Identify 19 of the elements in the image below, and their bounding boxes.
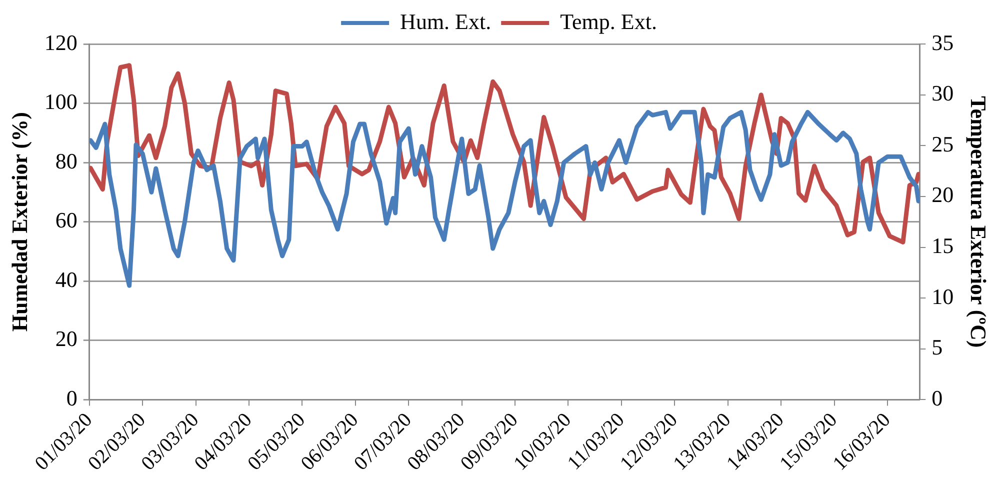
- legend-label: Hum. Ext.: [400, 8, 492, 34]
- legend-label: Temp. Ext.: [560, 8, 657, 34]
- y2-axis-title: Temperatura Exterior (ºC): [966, 96, 992, 348]
- y-tick-label: 100: [44, 89, 78, 114]
- y2-tick-label: 30: [932, 80, 954, 106]
- y-tick-label: 40: [55, 266, 78, 292]
- y-tick-label: 60: [55, 208, 78, 233]
- y2-tick-label: 35: [932, 30, 954, 55]
- y-axis-title: Humedad Exterior (%): [6, 112, 32, 332]
- y2-tick-label: 5: [932, 334, 943, 360]
- y-tick-label: 120: [44, 30, 78, 55]
- y-tick-label: 80: [55, 148, 78, 174]
- y2-tick-label: 10: [932, 284, 954, 309]
- y-tick-label: 20: [55, 326, 78, 352]
- y-tick-label: 0: [66, 386, 78, 411]
- y2-tick-label: 15: [932, 233, 954, 258]
- y2-tick-label: 0: [932, 386, 943, 411]
- y2-tick-label: 25: [932, 131, 954, 156]
- y2-tick-label: 20: [932, 182, 954, 208]
